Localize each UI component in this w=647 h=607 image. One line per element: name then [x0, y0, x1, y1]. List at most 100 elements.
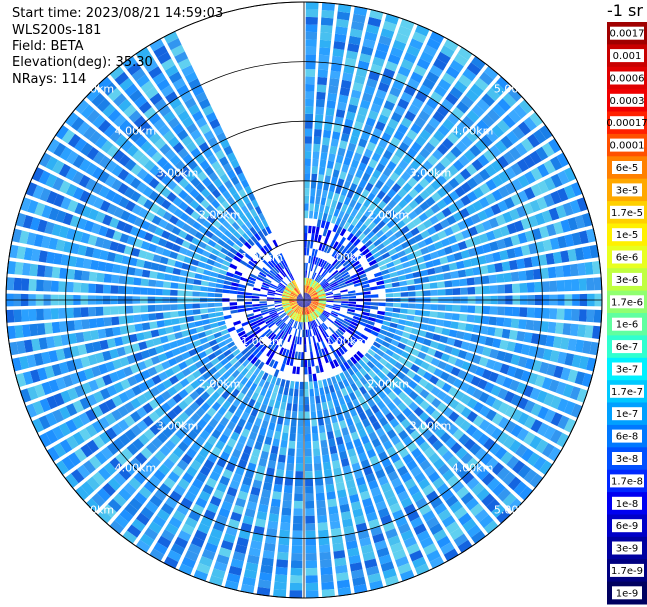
ray-bin: [311, 298, 319, 300]
ray-bin: [90, 329, 99, 341]
ray-bin: [136, 394, 148, 405]
ray-bin: [410, 429, 421, 441]
ray-bin: [279, 447, 287, 456]
ray-bin: [415, 290, 424, 297]
ray-bin: [205, 386, 216, 396]
ray-bin: [404, 345, 413, 354]
ray-bin: [325, 483, 335, 493]
ray-bin: [245, 288, 253, 293]
ray-bin: [38, 432, 52, 448]
ray-bin: [477, 210, 488, 222]
ray-bin: [388, 234, 398, 243]
ray-bin: [360, 155, 370, 165]
ray-bin: [355, 185, 364, 195]
ray-bin: [173, 104, 186, 116]
ray-bin: [384, 283, 393, 289]
ray-bin: [16, 246, 26, 260]
ray-bin: [309, 248, 313, 256]
ray-bin: [314, 203, 320, 212]
ray-bin: [279, 270, 286, 278]
ray-bin: [375, 500, 387, 511]
ray-bin: [286, 285, 293, 291]
ray-bin: [517, 232, 528, 244]
ray-bin: [402, 407, 413, 418]
ray-bin: [334, 162, 342, 171]
ray-bin: [304, 300, 307, 308]
ray-bin: [152, 337, 162, 346]
ray-bin: [164, 368, 175, 378]
ray-bin: [557, 187, 569, 202]
ray-bin: [365, 182, 374, 192]
ray-bin: [466, 191, 478, 203]
ray-bin: [530, 403, 543, 417]
ray-bin: [356, 241, 364, 250]
ray-bin: [98, 170, 110, 184]
ray-bin: [406, 221, 416, 231]
ray-bin: [118, 275, 127, 285]
ray-bin: [459, 313, 468, 322]
ray-bin: [276, 362, 282, 371]
ray-bin: [290, 311, 296, 319]
ray-bin: [237, 287, 246, 292]
ray-bin: [533, 320, 542, 332]
ray-bin: [321, 260, 328, 269]
ray-bin: [394, 230, 404, 239]
ray-bin: [362, 92, 373, 103]
ray-bin: [298, 300, 304, 306]
ray-bin: [309, 304, 316, 310]
ray-bin: [143, 260, 153, 270]
ray-bin: [352, 260, 360, 268]
ray-bin: [167, 38, 182, 51]
ray-bin: [350, 89, 362, 99]
ray-bin: [456, 486, 470, 499]
ray-bin: [536, 390, 548, 404]
ray-bin: [567, 217, 578, 231]
ray-bin: [343, 230, 351, 239]
ray-bin: [94, 451, 108, 465]
ray-bin: [329, 344, 335, 353]
ray-bin: [331, 376, 338, 385]
ray-bin: [343, 221, 351, 230]
ray-bin: [273, 589, 287, 598]
ray-bin: [297, 297, 304, 300]
ray-bin: [305, 262, 308, 271]
ray-bin: [286, 326, 292, 334]
ray-bin: [165, 326, 174, 334]
ray-bin: [191, 354, 201, 363]
ray-bin: [201, 235, 211, 244]
ray-bin: [320, 394, 327, 403]
ray-bin: [244, 266, 253, 273]
ray-bin: [298, 404, 304, 412]
ray-bin: [491, 124, 505, 138]
ray-bin: [270, 281, 279, 287]
ray-bin: [298, 295, 304, 300]
ray-bin: [280, 514, 291, 524]
ray-bin: [516, 331, 526, 342]
ray-bin: [232, 551, 246, 562]
ray-bin: [237, 263, 246, 270]
ray-bin: [153, 45, 168, 58]
ray-bin: [333, 232, 340, 241]
ray-bin: [464, 352, 475, 362]
ray-bin: [322, 137, 330, 146]
ray-bin: [351, 276, 360, 282]
ray-bin: [450, 243, 461, 253]
ray-bin: [216, 376, 226, 385]
ray-bin: [99, 250, 109, 261]
ray-bin: [313, 282, 319, 289]
ray-bin: [349, 199, 357, 208]
ray-bin: [267, 460, 276, 469]
ray-bin: [510, 234, 521, 246]
ray-bin: [296, 286, 301, 294]
ray-bin: [355, 421, 364, 431]
ray-bin: [151, 437, 163, 449]
ray-bin: [297, 300, 304, 304]
ray-bin: [366, 448, 377, 459]
ray-bin: [361, 315, 369, 320]
ray-bin: [133, 471, 147, 485]
ray-bin: [220, 540, 234, 551]
ray-bin: [190, 177, 201, 188]
ray-bin: [557, 351, 567, 365]
ray-bin: [333, 467, 342, 477]
ray-bin: [246, 501, 258, 511]
